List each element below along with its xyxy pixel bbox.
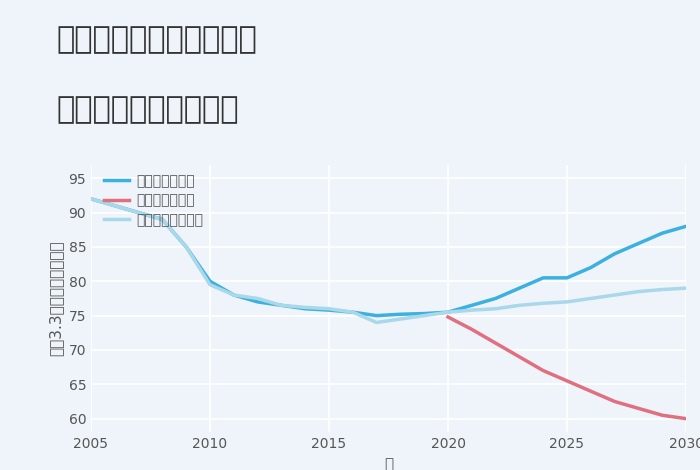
ノーマルシナリオ [491, 306, 500, 312]
バッドシナリオ [563, 378, 571, 384]
ノーマルシナリオ [230, 292, 238, 298]
Y-axis label: 坪（3.3㎡）単価（万円）: 坪（3.3㎡）単価（万円） [48, 241, 63, 356]
ノーマルシナリオ [468, 307, 476, 313]
グッドシナリオ [658, 230, 666, 236]
グッドシナリオ [253, 299, 262, 305]
グッドシナリオ [111, 203, 119, 209]
Line: グッドシナリオ: グッドシナリオ [91, 199, 686, 316]
ノーマルシナリオ [444, 309, 452, 315]
グッドシナリオ [87, 196, 95, 202]
ノーマルシナリオ [277, 303, 286, 308]
グッドシナリオ [682, 224, 690, 229]
ノーマルシナリオ [87, 196, 95, 202]
Legend: グッドシナリオ, バッドシナリオ, ノーマルシナリオ: グッドシナリオ, バッドシナリオ, ノーマルシナリオ [104, 174, 203, 227]
バッドシナリオ [468, 327, 476, 332]
グッドシナリオ [182, 244, 190, 250]
X-axis label: 年: 年 [384, 457, 393, 470]
Line: バッドシナリオ: バッドシナリオ [448, 317, 686, 419]
グッドシナリオ [587, 265, 595, 270]
Text: 奈良県奈良市鹿野園町の: 奈良県奈良市鹿野園町の [56, 24, 257, 54]
バッドシナリオ [587, 388, 595, 394]
ノーマルシナリオ [634, 289, 643, 294]
ノーマルシナリオ [158, 217, 167, 222]
ノーマルシナリオ [253, 296, 262, 301]
ノーマルシナリオ [372, 320, 381, 325]
ノーマルシナリオ [182, 244, 190, 250]
グッドシナリオ [396, 312, 405, 317]
グッドシナリオ [372, 313, 381, 319]
グッドシナリオ [610, 251, 619, 257]
バッドシナリオ [539, 368, 547, 373]
ノーマルシナリオ [420, 313, 428, 319]
ノーマルシナリオ [515, 303, 524, 308]
ノーマルシナリオ [396, 316, 405, 322]
グッドシナリオ [325, 307, 333, 313]
バッドシナリオ [610, 399, 619, 404]
ノーマルシナリオ [134, 210, 143, 215]
ノーマルシナリオ [658, 287, 666, 292]
グッドシナリオ [158, 217, 167, 222]
ノーマルシナリオ [111, 203, 119, 209]
グッドシナリオ [420, 311, 428, 316]
ノーマルシナリオ [563, 299, 571, 305]
グッドシナリオ [468, 303, 476, 308]
グッドシナリオ [277, 303, 286, 308]
バッドシナリオ [682, 416, 690, 422]
ノーマルシナリオ [587, 296, 595, 301]
グッドシナリオ [539, 275, 547, 281]
グッドシナリオ [634, 241, 643, 246]
バッドシナリオ [491, 340, 500, 346]
バッドシナリオ [515, 354, 524, 360]
グッドシナリオ [206, 278, 214, 284]
ノーマルシナリオ [301, 305, 309, 310]
ノーマルシナリオ [349, 309, 357, 315]
グッドシナリオ [349, 309, 357, 315]
ノーマルシナリオ [539, 300, 547, 306]
バッドシナリオ [444, 314, 452, 320]
Text: 中古戸建ての価格推移: 中古戸建ての価格推移 [56, 95, 239, 125]
グッドシナリオ [491, 296, 500, 301]
グッドシナリオ [563, 275, 571, 281]
グッドシナリオ [301, 306, 309, 312]
グッドシナリオ [230, 292, 238, 298]
バッドシナリオ [634, 406, 643, 411]
グッドシナリオ [444, 309, 452, 315]
ノーマルシナリオ [610, 292, 619, 298]
バッドシナリオ [658, 412, 666, 418]
ノーマルシナリオ [682, 285, 690, 291]
ノーマルシナリオ [206, 282, 214, 288]
Line: ノーマルシナリオ: ノーマルシナリオ [91, 199, 686, 322]
ノーマルシナリオ [325, 306, 333, 312]
グッドシナリオ [515, 285, 524, 291]
グッドシナリオ [134, 210, 143, 215]
